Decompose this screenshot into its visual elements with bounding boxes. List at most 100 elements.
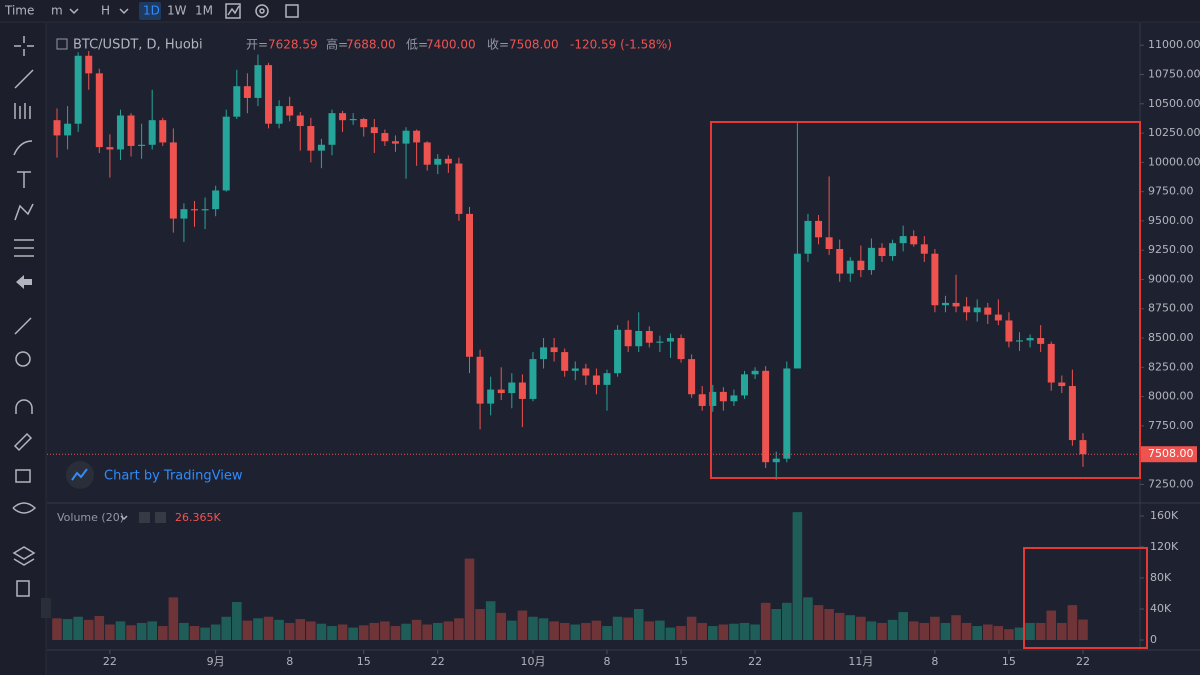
- lock-draw-tool[interactable]: [13, 432, 33, 452]
- prediction-tool[interactable]: [14, 239, 34, 257]
- crosshair-tool[interactable]: [14, 36, 34, 56]
- candle-body: [1068, 386, 1076, 441]
- candle-body: [85, 55, 93, 74]
- toolbar-button[interactable]: H: [101, 4, 110, 18]
- volume-bar: [369, 622, 380, 640]
- candle-body: [148, 120, 156, 145]
- settings-button[interactable]: [139, 512, 150, 523]
- toolbar-button[interactable]: 1D: [143, 4, 160, 18]
- pattern-tool[interactable]: [14, 203, 34, 221]
- candle-body: [994, 314, 1002, 321]
- candle-body: [825, 237, 833, 250]
- toolbar-button[interactable]: m: [51, 4, 63, 18]
- candle-body: [138, 144, 146, 146]
- x-tick-label: 10月: [520, 655, 545, 668]
- volume-bar: [147, 621, 157, 640]
- volume-bar: [877, 622, 887, 640]
- candle-body: [434, 158, 442, 165]
- layers-tool[interactable]: [12, 546, 36, 566]
- text-tool[interactable]: [17, 171, 31, 188]
- x-tick-label: 22: [748, 655, 762, 668]
- dropdown-icon[interactable]: [120, 515, 128, 521]
- snapshot-icon[interactable]: [285, 4, 299, 18]
- chart-type-icon[interactable]: [227, 5, 240, 16]
- candle-body: [349, 119, 357, 121]
- settings-icon[interactable]: [259, 8, 265, 14]
- candle-body: [867, 247, 875, 271]
- plot: 7250.007500.007750.008000.008250.008500.…: [47, 38, 1200, 668]
- candle-body: [95, 73, 103, 148]
- candle-body: [635, 331, 643, 347]
- delete-tool[interactable]: [16, 580, 30, 597]
- candle-body: [878, 247, 886, 257]
- candle-body: [540, 347, 548, 360]
- ohlc-label: 收=: [487, 38, 509, 52]
- candle-body: [931, 253, 939, 306]
- back-icon[interactable]: [16, 275, 32, 289]
- y-tick-label: 9750.00: [1148, 185, 1194, 198]
- volume-bar: [908, 621, 919, 640]
- dropdown-icon[interactable]: [119, 8, 129, 15]
- collapse-toggle[interactable]: [41, 598, 51, 618]
- candle-body: [1026, 338, 1034, 341]
- ruler-tool[interactable]: [14, 317, 32, 335]
- candle-body: [423, 142, 431, 165]
- active-interval: [139, 2, 161, 20]
- candle-body: [846, 260, 854, 274]
- x-tick-label: 8: [286, 655, 293, 668]
- collapse-legend[interactable]: [56, 38, 68, 50]
- fib-tool[interactable]: [14, 103, 31, 119]
- zoom-tool[interactable]: [15, 351, 31, 367]
- candle-body: [1037, 338, 1045, 344]
- candle-body: [571, 368, 579, 371]
- toolbar-button[interactable]: Time: [4, 4, 34, 18]
- lock-tool[interactable]: [15, 469, 31, 483]
- candle-body: [191, 209, 199, 211]
- volume-bar: [1004, 629, 1014, 640]
- volume-bar: [655, 620, 665, 640]
- toolbar-button[interactable]: 1M: [195, 4, 213, 18]
- volume-tick-label: 0: [1150, 633, 1157, 646]
- volume-bar: [940, 622, 951, 640]
- symbol[interactable]: BTC/USDT, D, Huobi: [73, 38, 203, 53]
- volume-bar: [411, 619, 422, 640]
- candle-body: [910, 236, 918, 245]
- volume-bar: [782, 602, 792, 640]
- visibility-tool[interactable]: [12, 502, 37, 514]
- volume-tick-label: 80K: [1150, 571, 1172, 584]
- volume-bar: [972, 626, 982, 640]
- x-tick-label: 8: [604, 655, 611, 668]
- volume-bar: [834, 612, 845, 640]
- chart-type-icon[interactable]: [225, 3, 241, 19]
- close-button[interactable]: [155, 512, 166, 523]
- candle-body: [159, 120, 167, 143]
- y-tick-label: 9500.00: [1148, 214, 1194, 227]
- volume-bar: [697, 622, 707, 640]
- candle-body: [592, 375, 600, 385]
- magnet-tool[interactable]: [15, 399, 33, 414]
- volume-bar: [73, 616, 83, 640]
- toolbar-button[interactable]: 1W: [167, 4, 187, 18]
- volume-bar: [570, 624, 581, 640]
- candle-body: [984, 307, 992, 315]
- settings-icon[interactable]: [255, 4, 269, 18]
- candle-body: [1058, 382, 1066, 387]
- volume-bar: [168, 597, 179, 640]
- candle-body: [466, 213, 474, 357]
- volume-bar: [686, 616, 697, 640]
- dropdown-icon[interactable]: [69, 8, 79, 15]
- volume-bar: [729, 623, 739, 640]
- volume-bar: [274, 619, 284, 640]
- candle-body: [889, 243, 897, 257]
- line-tool[interactable]: [14, 69, 34, 89]
- candle-body: [476, 356, 484, 404]
- candle-body: [370, 127, 378, 134]
- volume-bar: [591, 620, 602, 640]
- y-tick-label: 11000.00: [1148, 38, 1200, 51]
- candle-body: [381, 133, 389, 142]
- tradingview-logo: [71, 468, 88, 481]
- y-tick-label: 7750.00: [1148, 419, 1194, 432]
- brush-tool[interactable]: [13, 140, 33, 156]
- volume-bar: [750, 624, 760, 640]
- volume-bar: [898, 612, 908, 640]
